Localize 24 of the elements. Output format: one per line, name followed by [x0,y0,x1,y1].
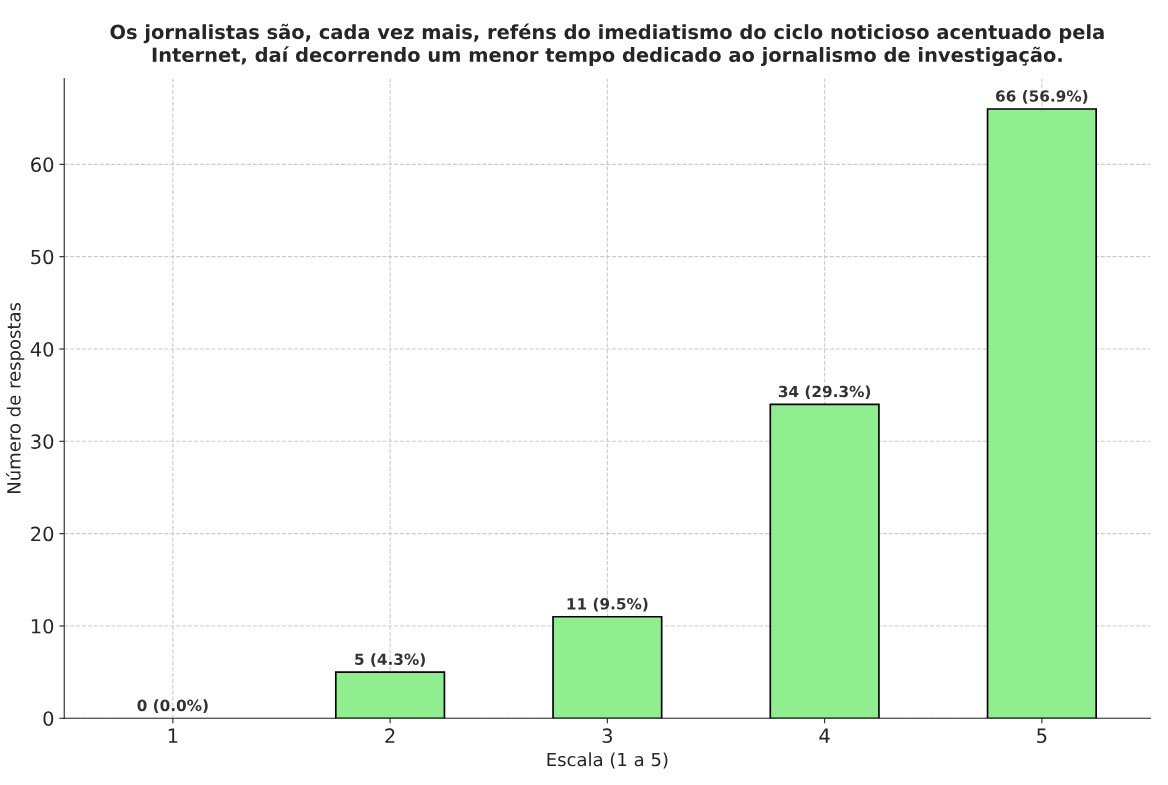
y-tick-label: 30 [31,434,54,449]
x-axis-title: Escala (1 a 5) [547,752,668,769]
y-tick-label: 40 [30,341,54,357]
x-tick-label: 5 [1037,728,1047,744]
x-tick-label: 3 [602,728,612,744]
x-tick-label: 4 [819,728,830,743]
y-tick-label: 60 [31,157,54,173]
y-tick-label: 20 [31,526,54,542]
y-axis-title: Número de respostas [6,302,25,493]
data-label: 0 (0.0%) [137,699,208,713]
y-tick-label: 10 [31,618,54,634]
y-tick-label: 0 [43,711,54,726]
data-label: 66 (56.9%) [996,90,1088,104]
data-label: 5 (4.3%) [355,653,425,667]
bar [334,671,446,719]
data-label: 34 (29.3%) [778,385,871,400]
bar [986,108,1098,719]
x-tick-label: 1 [168,728,178,743]
data-label: 11 (9.5%) [567,597,648,612]
x-tick-label: 2 [385,728,395,743]
bar [552,615,663,719]
bar [769,403,880,719]
y-tick-label: 50 [31,249,54,265]
chart-title: Os jornalistas são, cada vez mais, reféns do imediatismo do ciclo noticioso acentuado pela Internet, daí decorrendo um menor tempo dedicado ao jornalismo de investigação. [110,23,1104,67]
